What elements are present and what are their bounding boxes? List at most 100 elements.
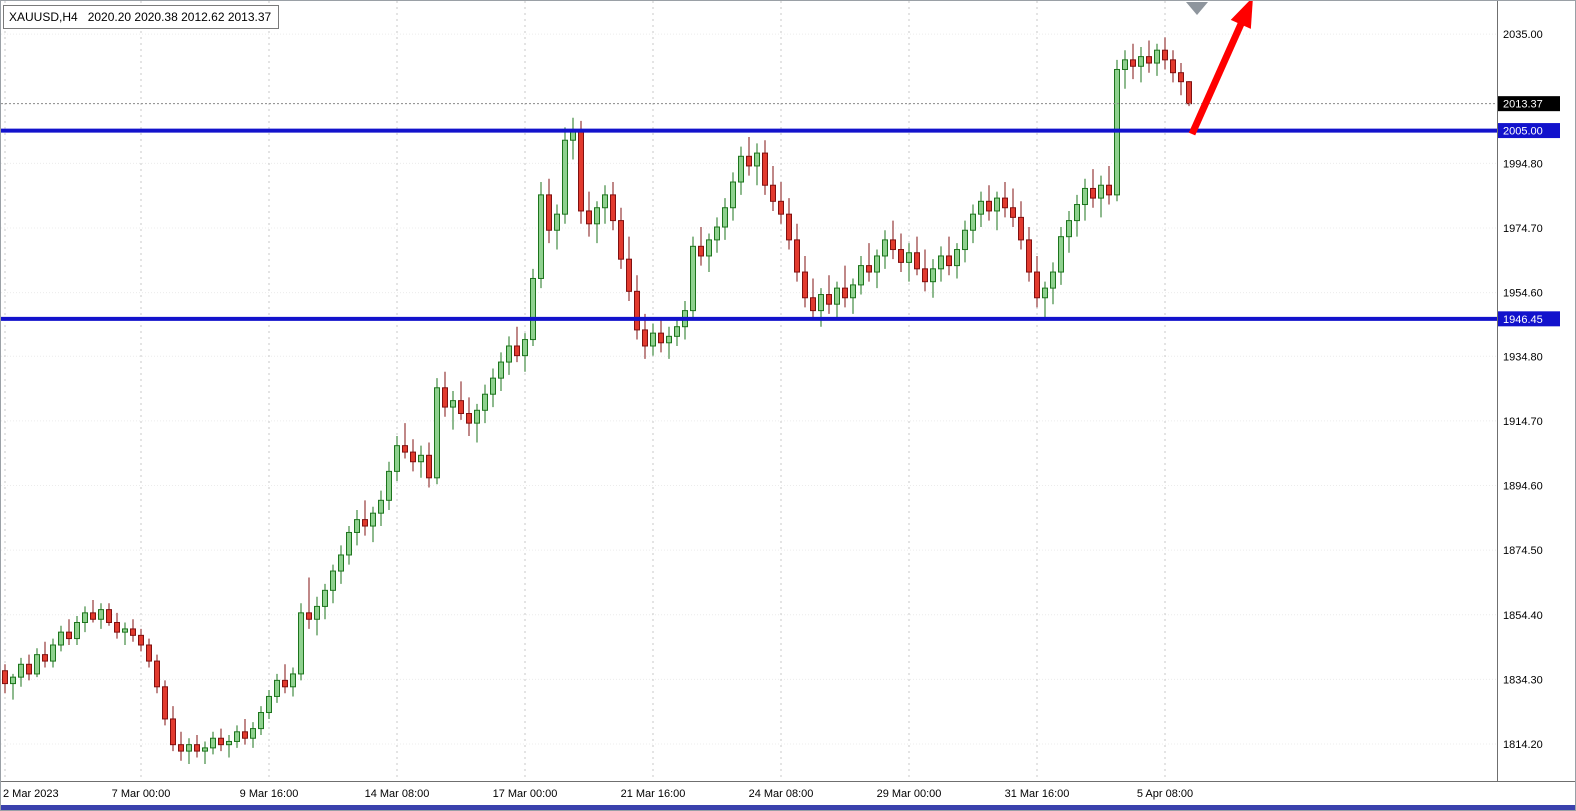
candle-body bbox=[154, 660, 160, 688]
candle-body bbox=[762, 152, 768, 186]
candle-body bbox=[1050, 271, 1056, 289]
candle-body bbox=[882, 239, 888, 257]
candle-body bbox=[1178, 72, 1184, 83]
candle-body bbox=[730, 181, 736, 209]
time-axis-label: 29 Mar 00:00 bbox=[877, 788, 942, 800]
candle-body bbox=[482, 393, 488, 411]
candle-body bbox=[970, 213, 976, 231]
candle-body bbox=[802, 271, 808, 299]
candles-layer bbox=[2, 37, 1192, 764]
candle-body bbox=[82, 612, 88, 623]
price-axis[interactable]: 2035.00 1994.80 1974.70 1954.60 1934.80 1914.… bbox=[1503, 29, 1543, 751]
candle-body bbox=[114, 621, 120, 633]
candle-body bbox=[586, 210, 592, 225]
candle-body bbox=[530, 277, 536, 341]
candle-body bbox=[1058, 236, 1064, 273]
price-axis-label: 1874.50 bbox=[1503, 545, 1543, 557]
candle-body bbox=[1122, 59, 1128, 70]
time-axis[interactable]: 2 Mar 2023 7 Mar 00:00 9 Mar 16:00 14 Mar 0… bbox=[3, 788, 1193, 800]
candle-body bbox=[226, 740, 232, 746]
candle-body bbox=[954, 249, 960, 267]
ohlc-info-box: XAUUSD,H4 2020.20 2020.38 2012.62 2013.3… bbox=[3, 5, 280, 29]
current-price-badge-text: 2013.37 bbox=[1503, 99, 1543, 111]
candle-body bbox=[538, 194, 544, 279]
candle-body bbox=[986, 200, 992, 212]
candle-body bbox=[546, 194, 552, 231]
candle-body bbox=[466, 413, 472, 424]
candle-body bbox=[962, 229, 968, 251]
candle-body bbox=[194, 744, 200, 752]
candle-body bbox=[754, 152, 760, 167]
candle-body bbox=[90, 612, 96, 620]
trend-arrow-head[interactable] bbox=[1230, 1, 1253, 29]
current-price-badge bbox=[1498, 96, 1560, 112]
candle-body bbox=[218, 737, 224, 746]
price-axis-label: 1974.70 bbox=[1503, 223, 1543, 235]
candle-body bbox=[282, 679, 288, 688]
price-axis-label: 1934.80 bbox=[1503, 351, 1543, 363]
candle-body bbox=[858, 265, 864, 286]
time-axis-label: 7 Mar 00:00 bbox=[112, 788, 171, 800]
price-axis-label: 1994.80 bbox=[1503, 158, 1543, 170]
candle-body bbox=[138, 634, 144, 646]
candle-body bbox=[106, 609, 112, 623]
candle-body bbox=[1066, 220, 1072, 238]
candle-body bbox=[210, 737, 216, 749]
candle-body bbox=[1162, 49, 1168, 61]
candle-body bbox=[1010, 207, 1016, 218]
candle-body bbox=[146, 644, 152, 662]
candle-body bbox=[290, 673, 296, 688]
candle-body bbox=[978, 200, 984, 215]
time-axis-label: 24 Mar 08:00 bbox=[749, 788, 814, 800]
candle-body bbox=[18, 663, 24, 678]
candle-body bbox=[794, 239, 800, 273]
candle-body bbox=[322, 589, 328, 607]
candle-body bbox=[450, 400, 456, 408]
candle-body bbox=[522, 339, 528, 357]
candle-body bbox=[274, 679, 280, 697]
candle-body bbox=[562, 139, 568, 215]
candle-body bbox=[250, 728, 256, 739]
candle-body bbox=[842, 287, 848, 299]
candle-body bbox=[906, 252, 912, 263]
candle-body bbox=[850, 284, 856, 299]
trend-arrow-shaft[interactable] bbox=[1188, 19, 1246, 136]
hline-price-badge-text: 2005.00 bbox=[1503, 126, 1543, 138]
candle-body bbox=[266, 695, 272, 714]
candle-body bbox=[378, 499, 384, 514]
candle-body bbox=[130, 628, 136, 636]
candle-body bbox=[786, 213, 792, 241]
hline-price-badge bbox=[1498, 311, 1560, 327]
candle-body bbox=[626, 258, 632, 292]
candle-body bbox=[306, 612, 312, 620]
candle-body bbox=[1082, 187, 1088, 206]
candle-body bbox=[338, 554, 344, 572]
candle-body bbox=[1034, 271, 1040, 299]
candle-body bbox=[178, 744, 184, 752]
candle-body bbox=[34, 654, 40, 675]
candle-body bbox=[1090, 187, 1096, 199]
time-axis-label: 17 Mar 00:00 bbox=[493, 788, 558, 800]
candle-body bbox=[514, 345, 520, 357]
candle-body bbox=[818, 294, 824, 312]
candle-body bbox=[930, 268, 936, 283]
candle-body bbox=[1106, 184, 1112, 196]
candle-body bbox=[618, 220, 624, 260]
candle-body bbox=[330, 570, 336, 591]
horizontal-scrollbar[interactable] bbox=[1, 805, 1575, 810]
candle-body bbox=[10, 676, 16, 685]
candle-body bbox=[402, 445, 408, 453]
candle-body bbox=[642, 329, 648, 347]
time-axis-label: 14 Mar 08:00 bbox=[365, 788, 430, 800]
candle-body bbox=[706, 239, 712, 257]
candle-body bbox=[826, 294, 832, 305]
gray-triangle-marker[interactable] bbox=[1186, 2, 1208, 15]
time-axis-label: 31 Mar 16:00 bbox=[1005, 788, 1070, 800]
candle-body bbox=[746, 155, 752, 167]
candle-body bbox=[74, 621, 80, 640]
candle-body bbox=[1146, 56, 1152, 64]
candle-body bbox=[1098, 184, 1104, 199]
time-axis-label: 21 Mar 16:00 bbox=[621, 788, 686, 800]
